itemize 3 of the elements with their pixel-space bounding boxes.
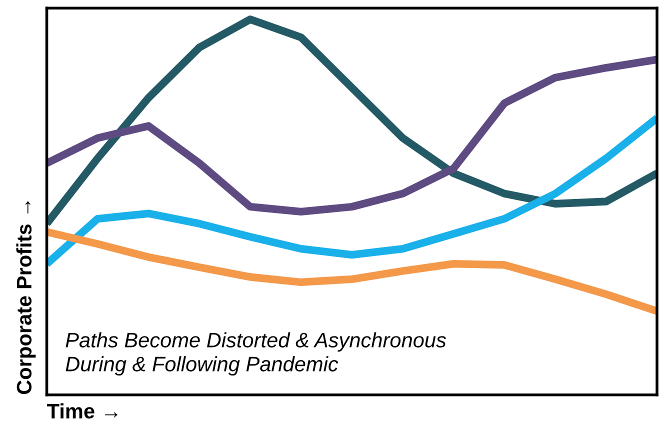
annotation: Paths Become Distorted & Asynchronous During & Following Pandemic	[66, 332, 446, 376]
y-axis-title: Corporate Profits →	[16, 201, 36, 394]
x-axis-title: Time →	[47, 403, 118, 419]
